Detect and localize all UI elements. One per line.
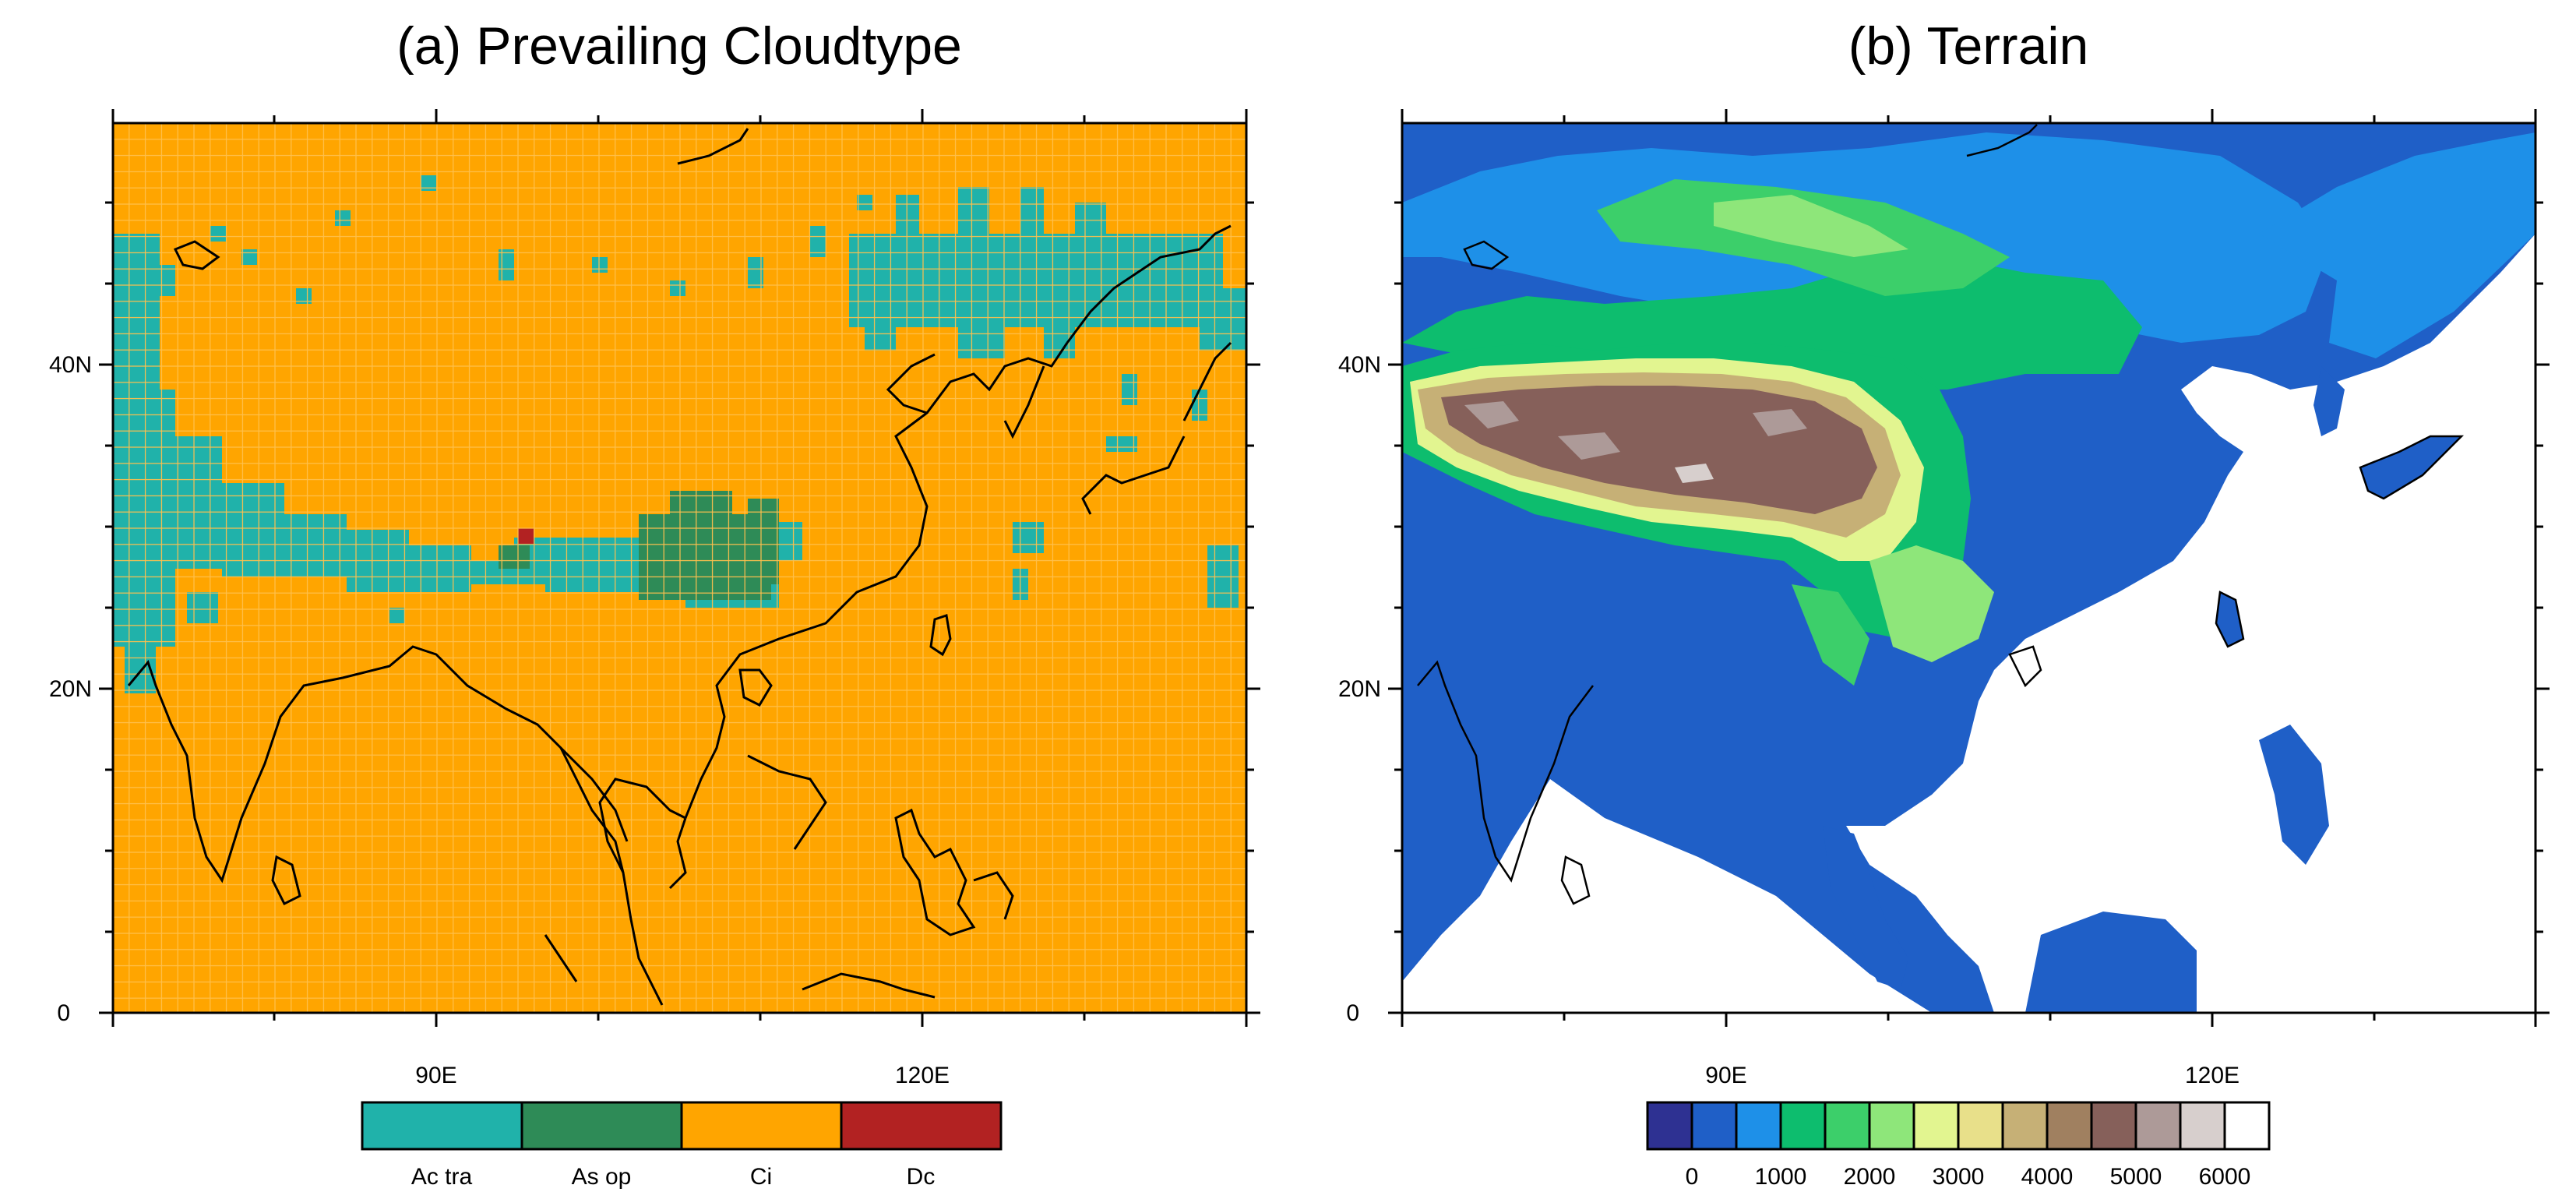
colorbar-label-1000: 1000 — [1755, 1164, 1807, 1190]
legend-label-dc: Dc — [907, 1164, 936, 1190]
colorbar-label-0: 0 — [1686, 1164, 1699, 1190]
panel-a-title: (a) Prevailing Cloudtype — [396, 16, 962, 76]
lat-label-0-a: 0 — [57, 1000, 70, 1026]
lon-label-90e-b: 90E — [1705, 1063, 1746, 1088]
colorbar-swatch-5 — [1868, 1101, 1915, 1151]
panel-b-title: (b) Terrain — [1848, 16, 2089, 76]
colorbar-swatch-2 — [1735, 1101, 1782, 1151]
ocean-b — [1846, 123, 2535, 1013]
terrain-colorbar — [1646, 1101, 2271, 1151]
terrain-map — [1402, 123, 2535, 1013]
panel-b: (b) Terrain — [1338, 16, 2550, 1190]
coastline-a — [127, 128, 1232, 1006]
cloudtype-legend: Ac tra As op Ci Dc — [361, 1101, 1003, 1190]
legend-label-ci: Ci — [750, 1164, 772, 1190]
terrain-colorbar-labels: 0 1000 2000 3000 4000 5000 6000 — [1686, 1164, 2251, 1190]
legend-swatch-as-op — [520, 1101, 683, 1151]
colorbar-swatch-12 — [2179, 1101, 2226, 1151]
ticks-a — [99, 109, 1260, 1027]
legend-label-as-op: As op — [572, 1164, 632, 1190]
ticks-b — [1388, 109, 2550, 1027]
lon-label-120e-b: 120E — [2185, 1063, 2239, 1088]
legend-label-ac-tra: Ac tra — [411, 1164, 473, 1190]
lat-label-40n-b: 40N — [1338, 352, 1381, 378]
colorbar-swatch-7 — [1957, 1101, 2004, 1151]
lat-label-0-b: 0 — [1346, 1000, 1359, 1026]
colorbar-label-4000: 4000 — [2021, 1164, 2074, 1190]
colorbar-swatch-3 — [1779, 1101, 1827, 1151]
colorbar-label-6000: 6000 — [2199, 1164, 2251, 1190]
map-frame-b — [1401, 122, 2537, 1014]
colorbar-swatch-0 — [1646, 1101, 1693, 1151]
legend-swatch-ac-tra — [361, 1101, 523, 1151]
lat-label-40n-a: 40N — [49, 352, 92, 378]
lat-label-20n-a: 20N — [49, 676, 92, 702]
colorbar-swatch-11 — [2134, 1101, 2182, 1151]
colorbar-swatch-6 — [1912, 1101, 1960, 1151]
colorbar-swatch-1 — [1690, 1101, 1738, 1151]
lon-label-90e-a: 90E — [415, 1063, 456, 1088]
lat-label-20n-b: 20N — [1338, 676, 1381, 702]
colorbar-swatch-10 — [2090, 1101, 2137, 1151]
colorbar-label-3000: 3000 — [1933, 1164, 1985, 1190]
legend-swatch-dc — [840, 1101, 1003, 1151]
colorbar-swatch-4 — [1824, 1101, 1871, 1151]
legend-swatch-ci — [680, 1101, 843, 1151]
colorbar-swatch-8 — [2001, 1101, 2049, 1151]
colorbar-swatch-9 — [2046, 1101, 2093, 1151]
coastline-b — [1417, 124, 2465, 905]
lon-label-120e-a: 120E — [895, 1063, 950, 1088]
map-frame-a — [111, 122, 1248, 1014]
panel-a: (a) Prevailing Cloudtype — [49, 16, 1260, 1190]
colorbar-swatch-13 — [2223, 1101, 2271, 1151]
colorbar-label-2000: 2000 — [1844, 1164, 1896, 1190]
cloudtype-map — [113, 123, 1246, 1013]
colorbar-label-5000: 5000 — [2110, 1164, 2162, 1190]
